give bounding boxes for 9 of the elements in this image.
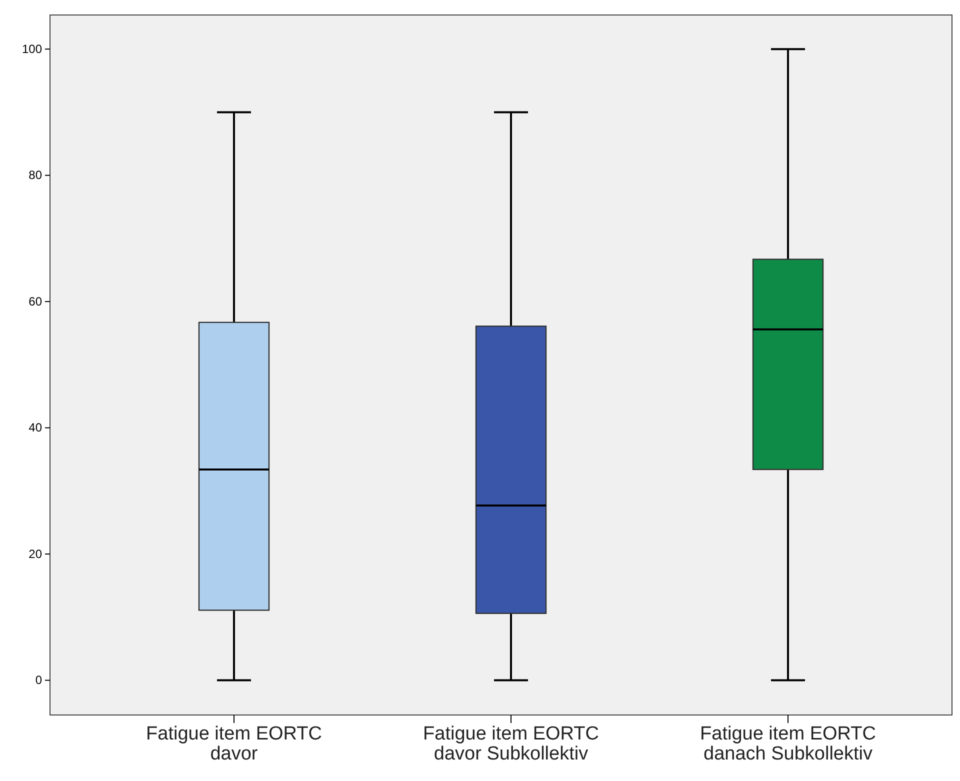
x-tick-label: Fatigue item EORTC davor	[146, 723, 322, 764]
y-tick-label: 40	[28, 420, 42, 435]
y-tick-label: 0	[35, 673, 42, 688]
y-tick-label: 80	[28, 168, 42, 182]
x-tick-label: Fatigue item EORTC davor Subkollektiv	[423, 723, 599, 764]
y-tick-label: 100	[22, 42, 42, 56]
y-tick-label: 60	[28, 294, 42, 308]
x-tick-label: Fatigue item EORTC danach Subkollektiv	[700, 723, 876, 764]
y-tick-label: 20	[28, 546, 42, 561]
